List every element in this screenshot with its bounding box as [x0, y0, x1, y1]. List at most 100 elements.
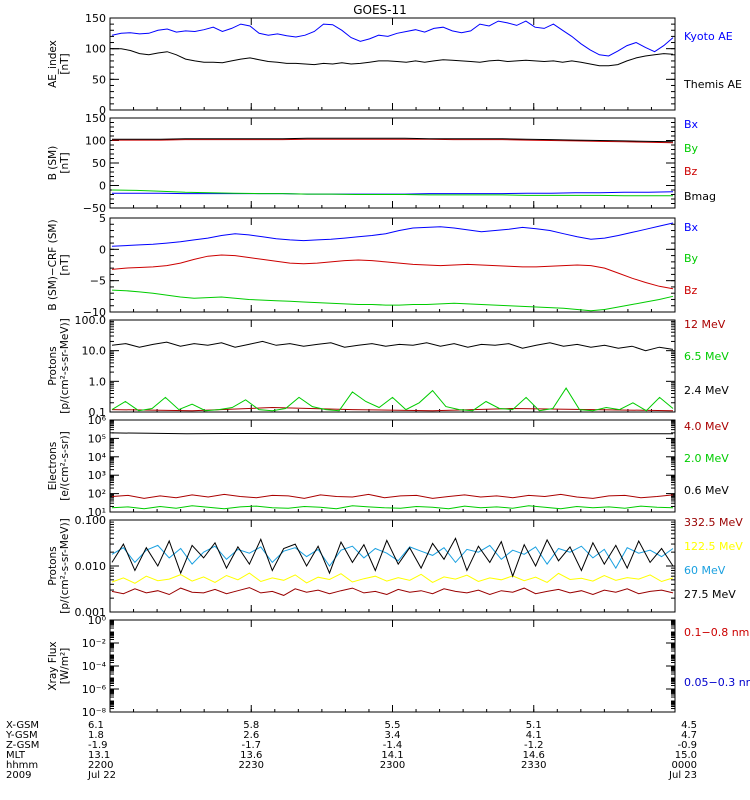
- y-tick-label: 150: [85, 12, 106, 25]
- minor-ticks: [110, 521, 675, 599]
- series-line-ae-1: [112, 48, 674, 67]
- series-label: By: [684, 142, 699, 155]
- footer-value: 14.6: [523, 750, 545, 761]
- series-label: Themis AE: [683, 78, 742, 91]
- footer-row-label: 2009: [6, 770, 31, 781]
- y-tick-label: 10⁶: [88, 414, 107, 427]
- y-tick-label: −50: [83, 202, 106, 215]
- footer-value: -0.9: [677, 740, 697, 751]
- series-label: 6.5 MeV: [684, 350, 729, 363]
- y-axis-title: [W/m²]: [59, 648, 71, 685]
- y-tick-label: 10⁻⁸: [82, 706, 107, 719]
- y-tick-label: 0.010: [75, 560, 107, 573]
- y-tick-label: 100: [85, 43, 106, 56]
- series-line-electrons-0: [111, 493, 674, 499]
- minor-ticks: [110, 620, 675, 710]
- minor-ticks: [110, 420, 675, 507]
- series-label: 12 MeV: [684, 318, 726, 331]
- y-tick-label: 100.0: [75, 314, 107, 327]
- y-axis-title: B (SM): [47, 146, 59, 180]
- y-tick-label: 10²: [88, 488, 106, 501]
- series-line-protons_high-3: [111, 537, 674, 578]
- y-axis-title: Electrons: [47, 442, 59, 491]
- y-tick-label: 0.001: [75, 606, 107, 619]
- series-label: 2.4 MeV: [684, 384, 729, 397]
- panel-xray: 10⁻⁸ 10⁻⁶ 10⁻⁴ 10⁻² 10⁰ Xray Flux [W/m²] 0.1−0.…: [47, 614, 750, 719]
- y-axis-title: B (SM)−CRF (SM): [47, 219, 59, 310]
- y-axis-title: [p/(cm²-s-sr-MeV)]: [59, 318, 71, 413]
- series-label: 4.0 MeV: [684, 420, 729, 433]
- y-tick-label: 0: [99, 180, 106, 193]
- panel-protons_high: 0.001 0.010 0.100 Protons [p/(cm²-s-sr-MeV)]…: [47, 514, 743, 619]
- series-line-b_sm-1: [111, 189, 673, 197]
- footer-row-label: Y-GSM: [5, 730, 38, 741]
- y-tick-label: 0: [99, 104, 106, 117]
- footer-value: 2230: [239, 760, 264, 771]
- series-label: 0.1−0.8 nm: [684, 626, 749, 639]
- footer-value: 4.1: [526, 730, 542, 741]
- footer-row-label: MLT: [6, 750, 26, 761]
- y-tick-label: 10¹: [88, 506, 106, 519]
- series-line-electrons-1: [111, 505, 674, 510]
- footer-value: -1.2: [524, 740, 544, 751]
- series-line-protons_low-1: [111, 387, 674, 412]
- panel-electrons: 10¹ 10² 10³ 10⁴ 10⁵ 10⁶ Electrons [e/(cm²-s-sr)…: [47, 414, 729, 519]
- series-label: 0.6 MeV: [684, 484, 729, 497]
- y-tick-label: 50: [92, 73, 106, 86]
- series-label: Bx: [684, 118, 699, 131]
- series-label: Bx: [684, 221, 699, 234]
- series-line-b_sm-3: [112, 137, 674, 143]
- ephemeris-footer: X-GSM 6.1 5.8 5.5 5.1 4.5 Y-GSM 1.8 2.6 3.4 4.1 4.7…: [5, 720, 697, 781]
- footer-value: 5.1: [526, 720, 542, 731]
- footer-value: 13.6: [240, 750, 262, 761]
- y-tick-label: 10⁴: [88, 451, 107, 464]
- series-line-b_crf-0: [111, 222, 674, 247]
- y-tick-label: 150: [85, 112, 106, 125]
- y-axis-title: AE_index: [47, 40, 59, 88]
- series-line-protons_high-2: [111, 544, 674, 570]
- y-tick-label: 10.0: [82, 345, 107, 358]
- chart-title: GOES-11: [353, 3, 407, 17]
- footer-value: 3.4: [385, 730, 401, 741]
- series-line-b_crf-2: [111, 254, 674, 290]
- footer-value: 0000: [672, 760, 697, 771]
- y-tick-label: 10⁻⁶: [82, 683, 107, 696]
- footer-value: 15.0: [675, 750, 697, 761]
- y-tick-label: 10⁻²: [82, 637, 106, 650]
- footer-value: Jul 23: [668, 770, 697, 781]
- series-label: 60 MeV: [684, 564, 726, 577]
- y-axis-title: Xray Flux: [47, 641, 59, 690]
- y-axis-title: [e/(cm²-s-sr)]: [59, 431, 71, 500]
- y-axis-title: Protons: [47, 346, 59, 385]
- y-axis-title: [p/(cm²-s-sr-MeV)]: [59, 518, 71, 613]
- panel-protons_low: 0.1 1.0 10.0 100.0 Protons [p/(cm²-s-sr-MeV)]…: [47, 314, 729, 419]
- y-axis-title: [nT]: [59, 53, 71, 74]
- series-label: Bmag: [684, 190, 716, 203]
- footer-value: 2.6: [243, 730, 259, 741]
- y-tick-label: 10⁻⁴: [82, 660, 107, 673]
- series-line-b_crf-1: [111, 289, 674, 312]
- footer-value: 4.5: [681, 720, 697, 731]
- footer-value: 2300: [380, 760, 405, 771]
- series-label: 332.5 MeV: [684, 516, 743, 529]
- series-label: Bz: [684, 284, 698, 297]
- panel-frame: [109, 619, 676, 713]
- footer-value: 5.8: [243, 720, 259, 731]
- y-tick-label: 0.1: [89, 406, 107, 419]
- series-line-b_sm-2: [112, 138, 674, 144]
- y-tick-label: 10⁰: [88, 614, 107, 627]
- panel-frame: [109, 519, 676, 613]
- series-label: Kyoto AE: [684, 30, 733, 43]
- footer-value: -1.7: [241, 740, 261, 751]
- y-axis-title: [nT]: [59, 254, 71, 275]
- y-tick-label: 10⁵: [88, 432, 106, 445]
- y-tick-label: 100: [85, 135, 106, 148]
- footer-value: -1.9: [88, 740, 108, 751]
- y-tick-label: −10: [83, 306, 106, 319]
- panel-b_crf: −10 −5 0 5 B (SM)−CRF (SM) [nT] Bx By Bz: [47, 212, 699, 319]
- series-label: 2.0 MeV: [684, 452, 729, 465]
- footer-value: 13.1: [88, 750, 110, 761]
- footer-value: 2330: [521, 760, 546, 771]
- y-tick-label: 5: [99, 212, 106, 225]
